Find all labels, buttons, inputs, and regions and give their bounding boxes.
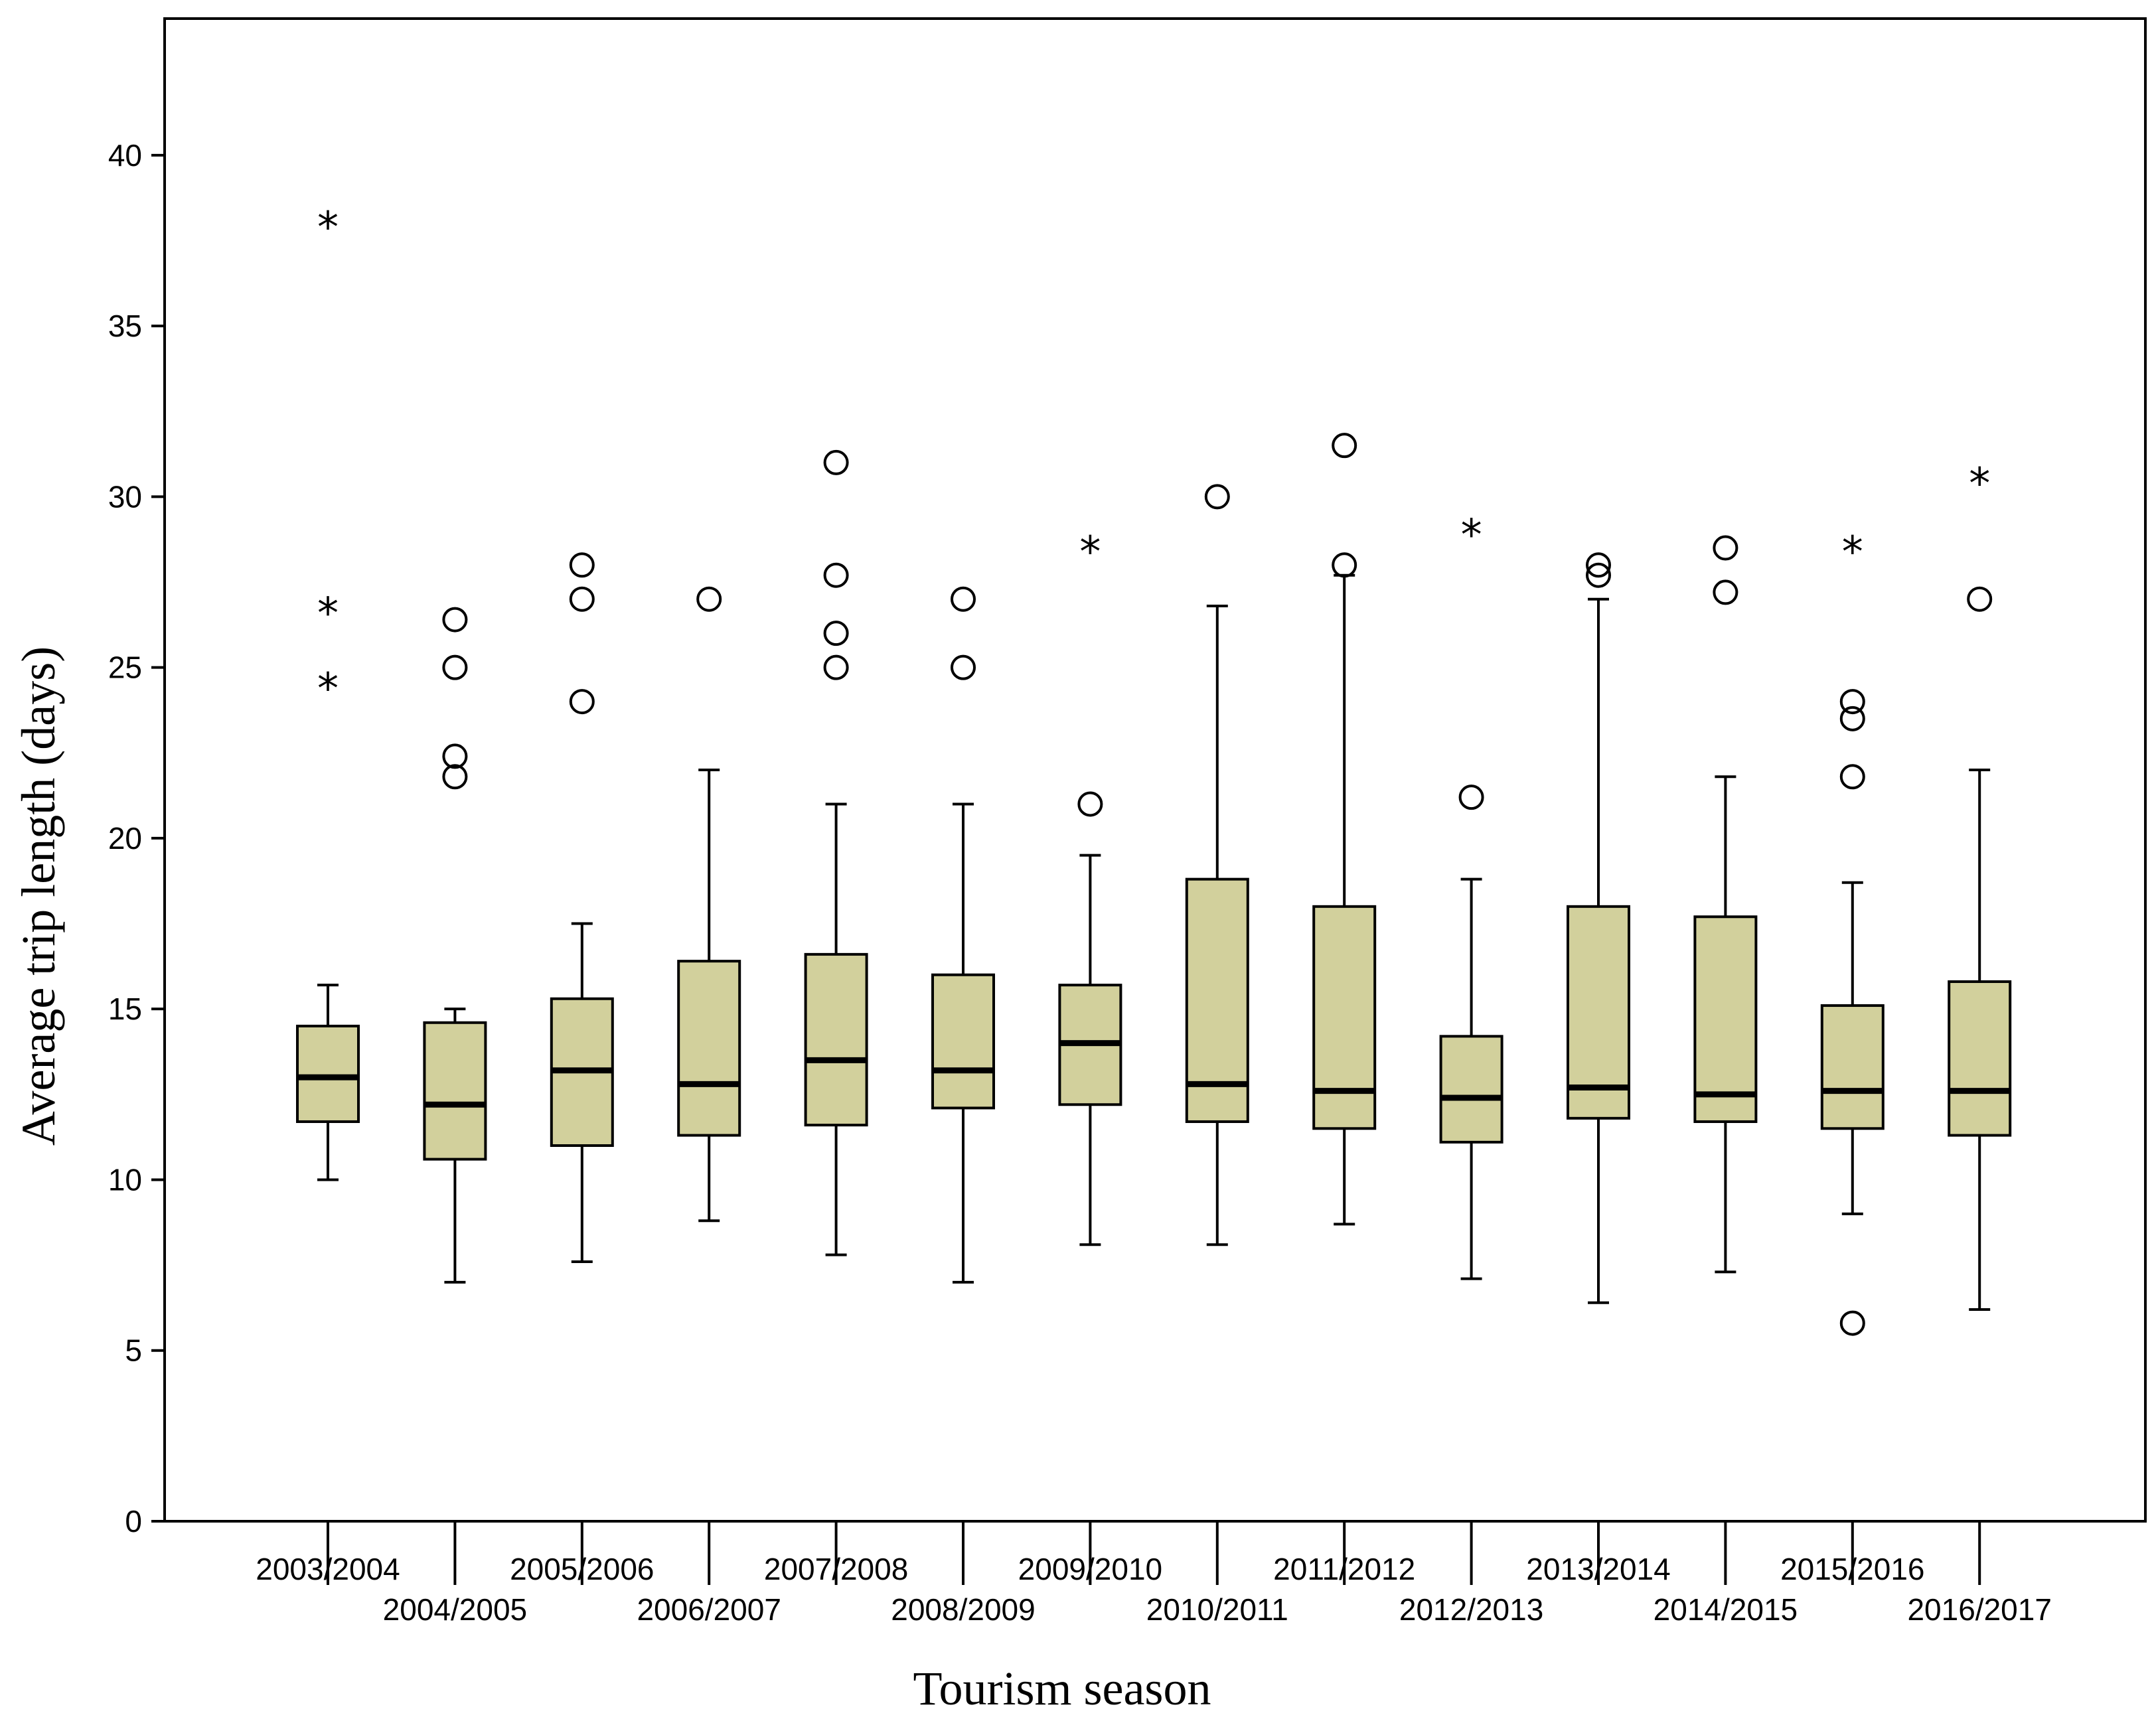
extreme-point: * [317, 664, 339, 713]
box-group [931, 586, 995, 1284]
box-series: * * * * * * * [296, 204, 2012, 1336]
y-tick-label: 20 [108, 821, 142, 856]
outlier-point [1839, 706, 1865, 731]
outlier-point [951, 586, 976, 612]
x-tick-label: 2010/2011 [1146, 1592, 1288, 1627]
extreme-point: * [317, 204, 339, 253]
extreme-point: * [317, 589, 339, 638]
box-group: * [1058, 528, 1122, 1246]
extreme-point: * [1461, 511, 1482, 560]
outlier-point [1332, 552, 1357, 578]
x-tick-label: 2014/2015 [1654, 1592, 1798, 1627]
outlier-point [1586, 562, 1611, 588]
outlier-point [1839, 764, 1865, 790]
outlier-point [1713, 579, 1738, 605]
y-tick-label: 10 [108, 1162, 142, 1197]
iqr-box [1439, 1035, 1503, 1144]
x-axis-title: Tourism season [913, 1662, 1211, 1715]
outlier-point [1713, 535, 1738, 561]
y-axis-title: Average trip length (days) [12, 646, 65, 1146]
x-tick-label: 2012/2013 [1399, 1592, 1543, 1627]
outlier-point [442, 607, 468, 633]
x-tick-label: 2005/2006 [510, 1552, 654, 1586]
extreme-point: * [1842, 528, 1863, 577]
outlier-point [1967, 586, 1993, 612]
outlier-point [951, 654, 976, 680]
iqr-box [1312, 905, 1377, 1130]
y-axis: 0 5 10 15 20 25 30 35 40 [108, 138, 165, 1538]
x-axis: 2003/2004 2004/2005 2005/2006 2006/2007 2007… [256, 1521, 2052, 1627]
box-group: * [1820, 528, 1885, 1336]
box-group: * [1439, 511, 1503, 1280]
iqr-box [1948, 980, 2012, 1137]
outlier-point [823, 449, 849, 475]
y-tick-label: 0 [125, 1504, 142, 1538]
outlier-point [1332, 433, 1357, 459]
outlier-point [1586, 552, 1611, 578]
y-tick-label: 35 [108, 309, 142, 343]
outlier-point [1204, 484, 1230, 510]
iqr-box [931, 973, 995, 1110]
box-group [550, 552, 614, 1263]
box-group: * * * [296, 204, 360, 1181]
outlier-point [569, 689, 595, 715]
x-tick-label: 2008/2009 [891, 1592, 1035, 1627]
extreme-point: * [1079, 528, 1101, 577]
iqr-box [677, 960, 741, 1137]
iqr-box [1567, 905, 1630, 1120]
outlier-point [823, 562, 849, 588]
x-tick-label: 2004/2005 [383, 1592, 527, 1627]
box-group: * [1948, 460, 2012, 1311]
x-tick-label: 2015/2016 [1780, 1552, 1924, 1586]
x-tick-label: 2011/2012 [1273, 1552, 1415, 1586]
box-group [1185, 484, 1249, 1246]
plot-frame [163, 17, 2147, 1523]
box-group [1567, 552, 1630, 1304]
box-group [1312, 433, 1377, 1226]
outlier-point [1839, 1310, 1865, 1336]
x-tick-label: 2003/2004 [256, 1552, 400, 1586]
iqr-box [423, 1021, 487, 1161]
iqr-box [296, 1024, 360, 1123]
box-group [804, 449, 868, 1256]
x-tick-label: 2006/2007 [637, 1592, 781, 1627]
outlier-point [569, 586, 595, 612]
box-group [677, 586, 741, 1223]
x-tick-label: 2016/2017 [1907, 1592, 2051, 1627]
outlier-point [1077, 791, 1103, 817]
extreme-point: * [1969, 460, 1990, 509]
outlier-point [442, 743, 468, 769]
outlier-point [823, 654, 849, 680]
x-tick-label: 2007/2008 [764, 1552, 908, 1586]
outlier-point [1458, 785, 1484, 810]
outlier-point [1839, 689, 1865, 715]
outlier-point [569, 552, 595, 578]
y-tick-label: 5 [125, 1333, 142, 1368]
outlier-point [442, 654, 468, 680]
outlier-point [442, 764, 468, 790]
y-tick-label: 15 [108, 992, 142, 1026]
iqr-box [1820, 1004, 1885, 1130]
iqr-box [1693, 915, 1758, 1123]
y-tick-label: 40 [108, 138, 142, 173]
outlier-point [823, 621, 849, 646]
y-tick-label: 30 [108, 479, 142, 514]
box-group [423, 607, 487, 1284]
box-group [1693, 535, 1758, 1274]
iqr-box [804, 952, 868, 1127]
y-tick-label: 25 [108, 650, 142, 685]
x-tick-label: 2009/2010 [1018, 1552, 1162, 1586]
x-tick-label: 2013/2014 [1526, 1552, 1670, 1586]
outlier-point [696, 586, 722, 612]
